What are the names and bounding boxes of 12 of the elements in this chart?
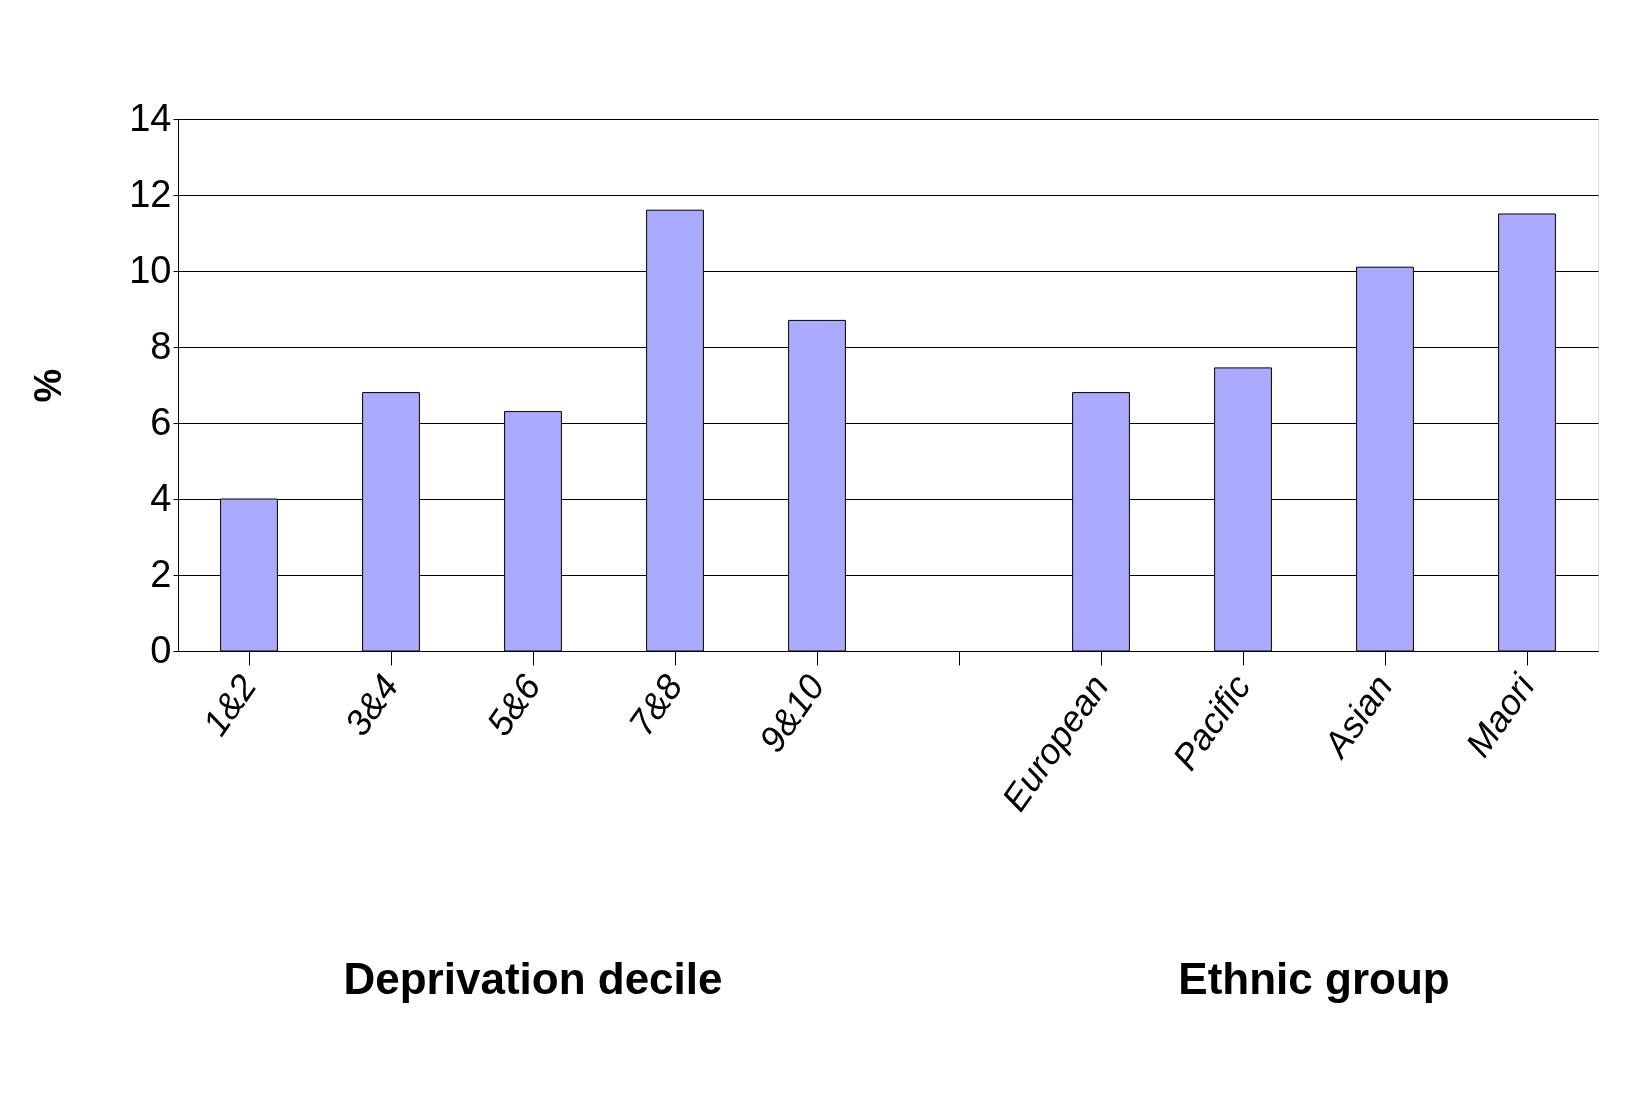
y-axis-title: % xyxy=(27,368,70,403)
y-tick-label: 8 xyxy=(150,324,172,367)
y-tick-label: 0 xyxy=(150,628,172,671)
y-tick-label: 2 xyxy=(150,552,172,595)
text: Ethnic group xyxy=(1178,954,1450,1003)
x-axis-title: Deprivation decile xyxy=(343,954,723,1003)
y-tick-label: 10 xyxy=(129,248,172,291)
y-tick-label: 6 xyxy=(150,400,172,443)
y-tick-label: 4 xyxy=(150,476,172,519)
x-tick-label: 7&8 xyxy=(620,666,691,743)
y-tick-label: 14 xyxy=(129,96,172,139)
y-tick-label: 12 xyxy=(129,172,172,215)
